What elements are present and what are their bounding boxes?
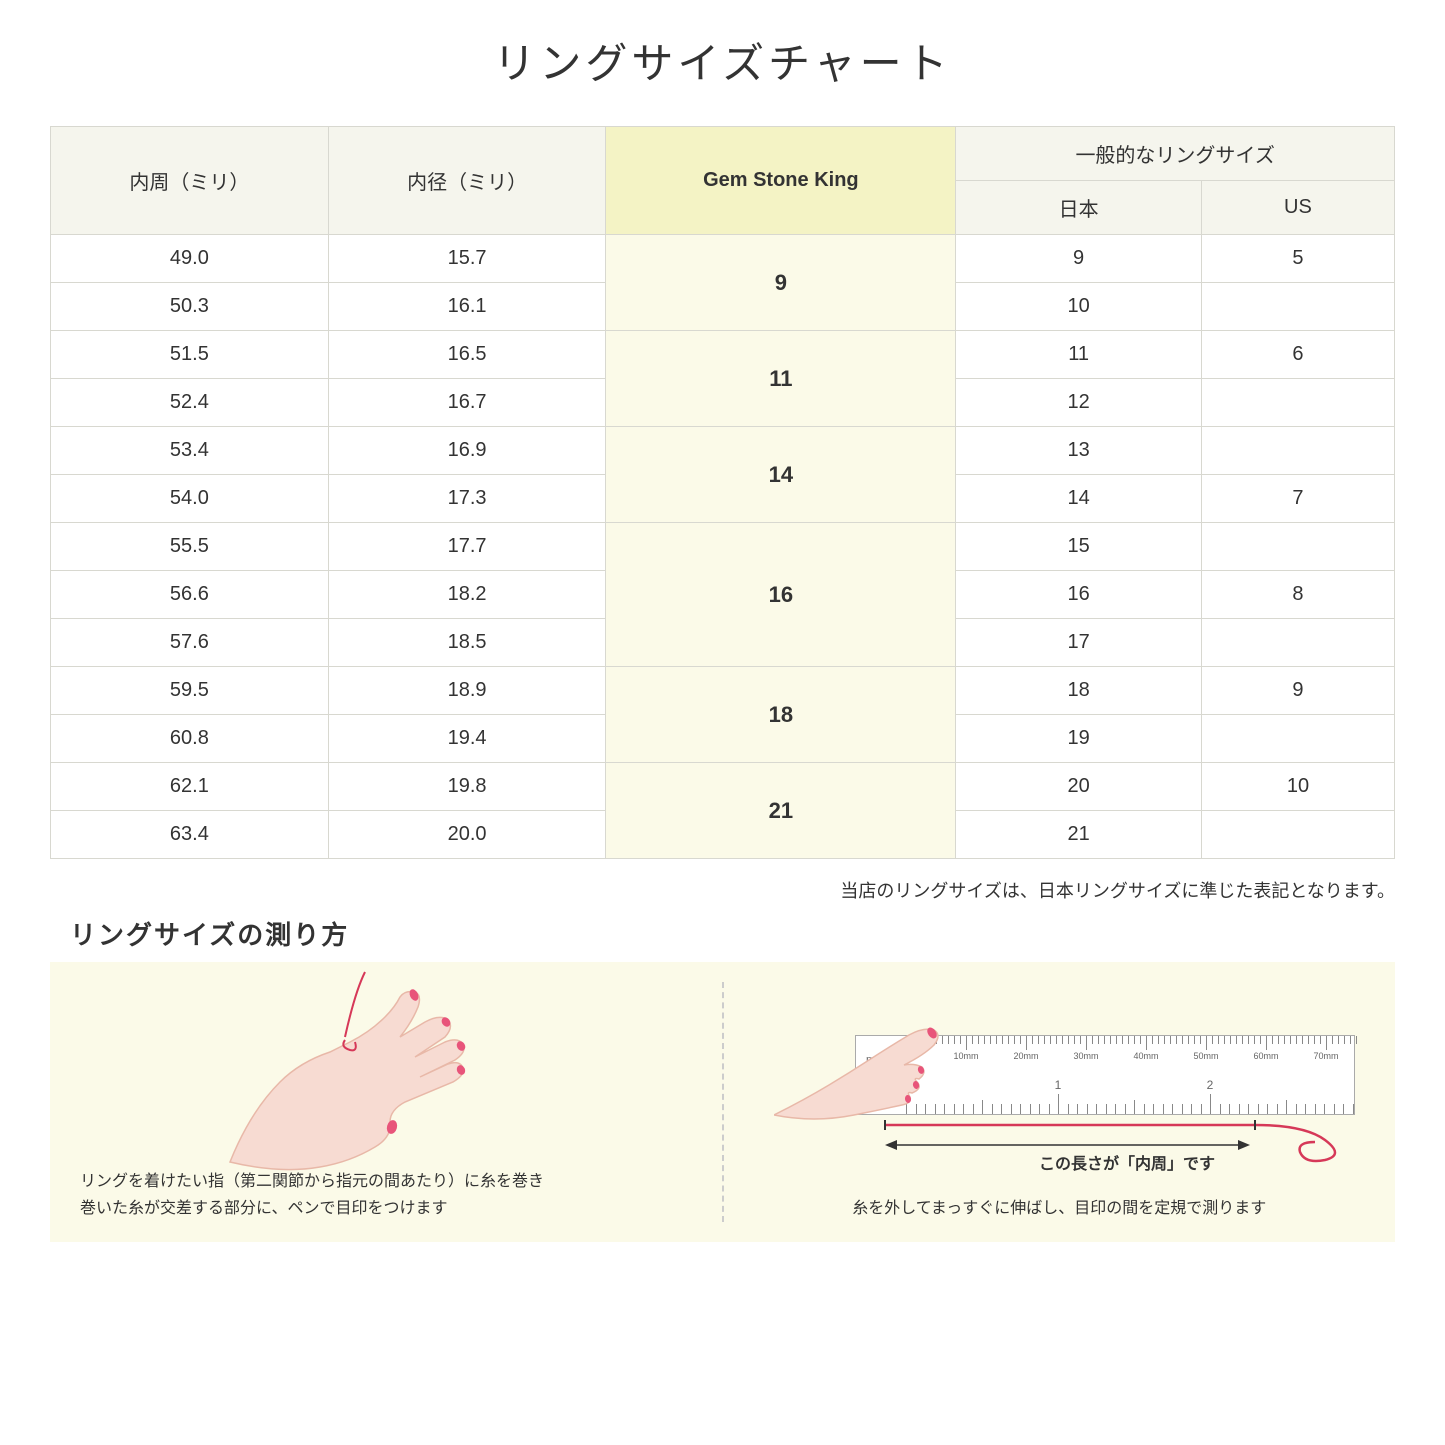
th-diameter: 内径（ミリ） xyxy=(328,127,606,235)
cell-us xyxy=(1201,379,1394,427)
cell-dia: 19.8 xyxy=(328,763,606,811)
th-gsk: Gem Stone King xyxy=(606,127,956,235)
cell-circ: 54.0 xyxy=(51,475,329,523)
size-chart-table: 内周（ミリ） 内径（ミリ） Gem Stone King 一般的なリングサイズ … xyxy=(50,126,1395,859)
cell-circ: 59.5 xyxy=(51,667,329,715)
cell-jp: 20 xyxy=(956,763,1202,811)
cell-jp: 10 xyxy=(956,283,1202,331)
cell-jp: 18 xyxy=(956,667,1202,715)
cell-dia: 16.7 xyxy=(328,379,606,427)
cell-dia: 17.3 xyxy=(328,475,606,523)
cell-gsk: 18 xyxy=(606,667,956,763)
cell-gsk: 14 xyxy=(606,427,956,523)
cell-jp: 12 xyxy=(956,379,1202,427)
cell-circ: 55.5 xyxy=(51,523,329,571)
cell-us xyxy=(1201,283,1394,331)
cell-us xyxy=(1201,811,1394,859)
cell-us: 5 xyxy=(1201,235,1394,283)
cell-gsk: 11 xyxy=(606,331,956,427)
cell-jp: 15 xyxy=(956,523,1202,571)
cell-jp: 9 xyxy=(956,235,1202,283)
cell-us: 6 xyxy=(1201,331,1394,379)
cell-us: 10 xyxy=(1201,763,1394,811)
cell-jp: 13 xyxy=(956,427,1202,475)
table-row: 49.015.7995 xyxy=(51,235,1395,283)
howto-left: リングを着けたい指（第二関節から指元の間あたり）に糸を巻き 巻いた糸が交差する部… xyxy=(50,962,722,1242)
hand-wrap-illustration xyxy=(190,962,540,1182)
th-general: 一般的なリングサイズ xyxy=(956,127,1395,181)
cell-circ: 56.6 xyxy=(51,571,329,619)
cell-dia: 16.9 xyxy=(328,427,606,475)
cell-circ: 62.1 xyxy=(51,763,329,811)
cell-circ: 49.0 xyxy=(51,235,329,283)
th-circumference: 内周（ミリ） xyxy=(51,127,329,235)
cell-dia: 17.7 xyxy=(328,523,606,571)
cell-jp: 11 xyxy=(956,331,1202,379)
howto-panel: リングを着けたい指（第二関節から指元の間あたり）に糸を巻き 巻いた糸が交差する部… xyxy=(50,962,1395,1242)
table-row: 51.516.511116 xyxy=(51,331,1395,379)
th-us: US xyxy=(1201,181,1394,235)
cell-dia: 19.4 xyxy=(328,715,606,763)
note-text: 当店のリングサイズは、日本リングサイズに準じた表記となります。 xyxy=(50,877,1395,903)
cell-circ: 57.6 xyxy=(51,619,329,667)
cell-us: 7 xyxy=(1201,475,1394,523)
howto-right: 10mm20mm30mm40mm50mm60mm70mm12 mm Inches… xyxy=(724,962,1396,1242)
cell-circ: 51.5 xyxy=(51,331,329,379)
cell-jp: 17 xyxy=(956,619,1202,667)
cell-circ: 60.8 xyxy=(51,715,329,763)
cell-us xyxy=(1201,715,1394,763)
table-row: 59.518.918189 xyxy=(51,667,1395,715)
cell-us: 8 xyxy=(1201,571,1394,619)
hand-point-illustration xyxy=(774,1005,944,1125)
cell-gsk: 21 xyxy=(606,763,956,859)
page-title: リングサイズチャート xyxy=(50,30,1395,91)
cell-gsk: 9 xyxy=(606,235,956,331)
cell-jp: 16 xyxy=(956,571,1202,619)
cell-dia: 18.5 xyxy=(328,619,606,667)
cell-jp: 21 xyxy=(956,811,1202,859)
cell-dia: 16.1 xyxy=(328,283,606,331)
howto-title: リングサイズの測り方 xyxy=(70,915,1395,952)
th-japan: 日本 xyxy=(956,181,1202,235)
cell-gsk: 16 xyxy=(606,523,956,667)
cell-jp: 14 xyxy=(956,475,1202,523)
cell-circ: 63.4 xyxy=(51,811,329,859)
cell-us xyxy=(1201,619,1394,667)
cell-dia: 16.5 xyxy=(328,331,606,379)
cell-circ: 52.4 xyxy=(51,379,329,427)
cell-dia: 18.2 xyxy=(328,571,606,619)
cell-dia: 20.0 xyxy=(328,811,606,859)
measure-label: この長さが「内周」です xyxy=(1039,1150,1215,1174)
cell-us: 9 xyxy=(1201,667,1394,715)
table-row: 55.517.71615 xyxy=(51,523,1395,571)
cell-dia: 15.7 xyxy=(328,235,606,283)
cell-jp: 19 xyxy=(956,715,1202,763)
cell-circ: 53.4 xyxy=(51,427,329,475)
cell-dia: 18.9 xyxy=(328,667,606,715)
cell-us xyxy=(1201,523,1394,571)
table-row: 62.119.8212010 xyxy=(51,763,1395,811)
cell-us xyxy=(1201,427,1394,475)
howto-right-text: 糸を外してまっすぐに伸ばし、目印の間を定規で測ります xyxy=(754,1195,1366,1222)
cell-circ: 50.3 xyxy=(51,283,329,331)
table-row: 53.416.91413 xyxy=(51,427,1395,475)
